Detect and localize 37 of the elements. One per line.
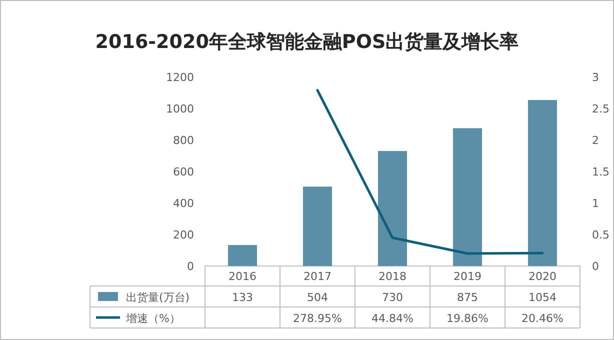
y2-tick-label: 2.5 [592,102,610,116]
legend-label: 增速（%） [125,312,180,325]
y-tick-label: 800 [173,134,194,147]
data-label: 19.86% [446,312,488,325]
y2-tick-label: 3 [592,71,599,84]
y-tick-label: 200 [173,228,194,242]
y2-tick-label: 1.5 [592,166,610,178]
y-tick-label: 400 [173,197,194,210]
data-label: 504 [307,291,328,304]
line-series [316,89,544,255]
chart-title: 2016-2020年全球智能金融POS出货量及增长率 [95,31,519,53]
data-label: 730 [382,291,403,304]
x-tick-label: 2019 [454,270,482,283]
y-tick-label: 1000 [166,102,194,116]
y-tick-label: 1200 [166,71,194,84]
data-label: 20.46% [522,312,564,325]
x-tick-label: 2020 [528,270,556,283]
y2-tick-label: 0.5 [592,228,610,242]
data-label: 44.84% [372,312,414,325]
y2-tick-label: 0 [592,260,599,273]
bar [228,245,257,266]
data-label: 133 [232,291,253,304]
x-tick-label: 2018 [378,270,406,283]
y2-tick-label: 1 [592,197,599,210]
data-label: 1054 [528,291,556,304]
y2-tick-label: 2 [592,134,599,147]
x-tick-label: 2017 [304,270,332,283]
x-tick-label: 2016 [228,270,256,283]
y-tick-label: 600 [173,166,194,178]
bar [303,186,332,266]
bar [378,151,407,266]
data-label: 875 [457,291,478,304]
legend-label: 出货量(万台) [126,291,190,304]
bar [528,100,557,266]
y-tick-label: 0 [187,260,194,273]
data-label: 278.95% [293,312,342,325]
bar [453,128,482,266]
